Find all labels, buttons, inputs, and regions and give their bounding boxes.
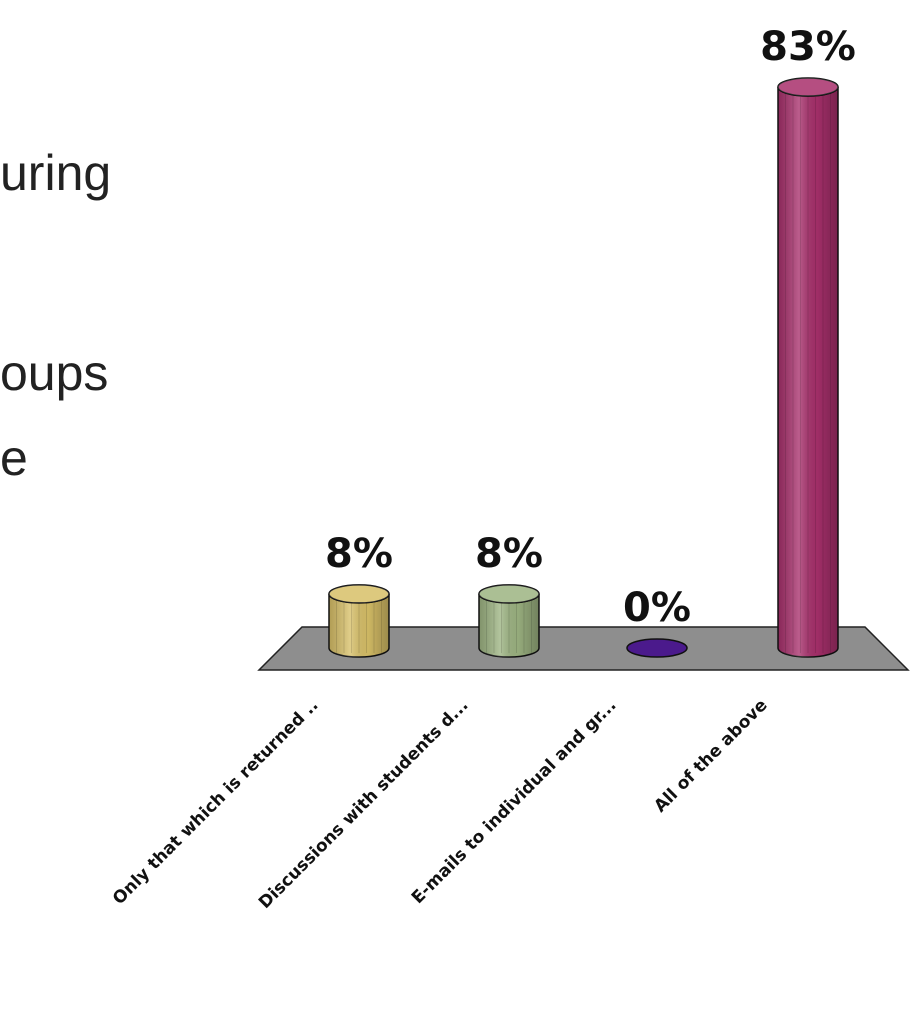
background-text-line-1: uring <box>0 145 111 201</box>
bar-4 <box>777 77 839 658</box>
value-labels-group: 8% 8% 0% 83% <box>325 24 856 631</box>
value-label-3: 0% <box>623 585 691 631</box>
bar-1 <box>328 584 390 658</box>
bars-group <box>328 77 839 658</box>
value-label-1: 8% <box>325 531 393 577</box>
value-label-2: 8% <box>475 531 543 577</box>
category-labels-group: Only that which is returned ..Discussion… <box>109 695 771 913</box>
chart-floor <box>257 626 910 671</box>
bar-2 <box>478 584 540 658</box>
background-text-line-2: oups <box>0 345 108 401</box>
bar-3 <box>626 638 688 658</box>
value-label-4: 83% <box>760 24 856 70</box>
category-label-4: All of the above <box>650 695 771 816</box>
background-text-line-3: e <box>0 430 28 486</box>
